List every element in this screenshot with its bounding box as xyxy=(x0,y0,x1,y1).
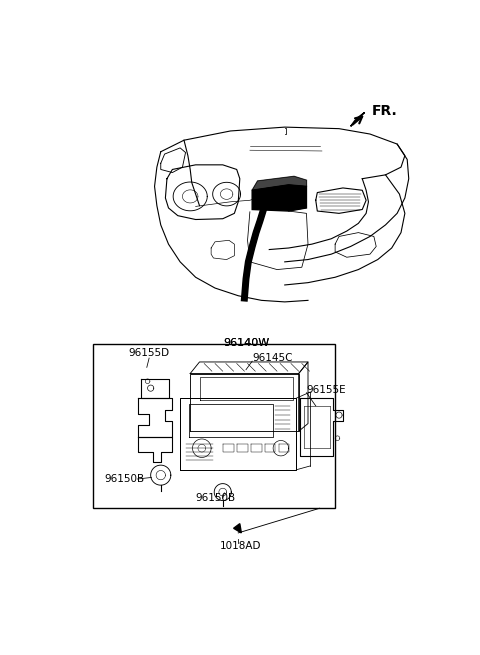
Text: 96155D: 96155D xyxy=(128,348,169,358)
Text: FR.: FR. xyxy=(372,104,397,118)
Text: 96145C: 96145C xyxy=(252,353,293,363)
Text: 96155E: 96155E xyxy=(306,384,346,395)
Text: 96150B: 96150B xyxy=(196,493,236,503)
Polygon shape xyxy=(234,523,241,533)
Polygon shape xyxy=(350,113,365,126)
Text: 96140W: 96140W xyxy=(223,339,269,348)
Text: 1018AD: 1018AD xyxy=(220,541,261,551)
Text: 96140W: 96140W xyxy=(223,339,269,348)
Polygon shape xyxy=(252,176,306,190)
Polygon shape xyxy=(252,185,306,211)
Bar xyxy=(93,345,335,508)
Text: 96150B: 96150B xyxy=(104,474,144,484)
